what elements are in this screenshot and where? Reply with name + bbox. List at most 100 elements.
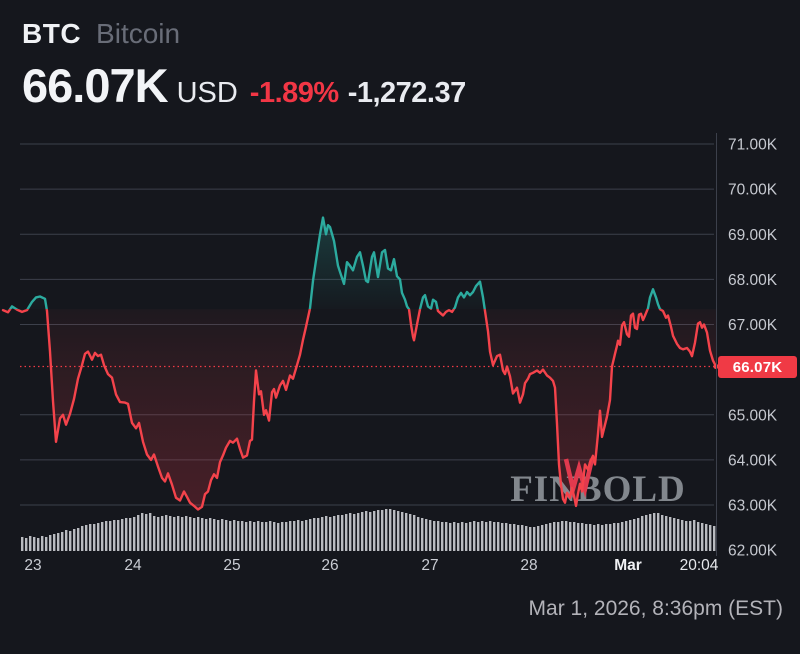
- volume-bar: [329, 517, 332, 551]
- volume-bar: [65, 530, 68, 551]
- volume-bar: [501, 523, 504, 551]
- y-axis-labels[interactable]: 71.00K 70.00K 69.00K 68.00K 67.00K 65.00K 64.0…: [728, 137, 778, 560]
- volume-bar: [469, 522, 472, 551]
- y-axis-label-62.00K: 62.00K: [728, 543, 778, 560]
- volume-bar: [77, 528, 80, 551]
- volume-bar: [485, 522, 488, 551]
- y-axis-label-71.00K: 71.00K: [728, 137, 778, 154]
- volume-bar: [569, 522, 572, 551]
- volume-bar: [489, 521, 492, 551]
- volume-bar: [645, 515, 648, 551]
- y-axis-label-67.00K: 67.00K: [728, 317, 778, 334]
- volume-bar: [461, 522, 464, 551]
- volume-bar: [517, 525, 520, 551]
- area-fill-above-baseline: [10, 217, 660, 310]
- volume-bar: [177, 516, 180, 551]
- volume-bar: [481, 521, 484, 551]
- volume-bar: [221, 519, 224, 551]
- volume-bar: [429, 520, 432, 551]
- x-axis-label-27: 27: [421, 557, 438, 574]
- volume-bar: [317, 518, 320, 551]
- volume-bar: [325, 516, 328, 551]
- volume-bar: [613, 523, 616, 551]
- y-axis-label-69.00K: 69.00K: [728, 227, 778, 244]
- volume-bar: [249, 521, 252, 551]
- x-axis-label-23: 23: [24, 557, 41, 574]
- current-price: 66.07K: [22, 59, 169, 112]
- volume-bar: [41, 536, 44, 551]
- volume-bar: [661, 515, 664, 551]
- volume-bar: [273, 522, 276, 551]
- volume-bar: [241, 521, 244, 551]
- volume-bar: [549, 523, 552, 551]
- volume-bar: [265, 522, 268, 551]
- volume-bar: [669, 517, 672, 551]
- volume-bar: [685, 521, 688, 551]
- volume-bar: [633, 519, 636, 551]
- volume-bar: [545, 524, 548, 551]
- volume-bar: [385, 509, 388, 551]
- volume-bar: [597, 524, 600, 551]
- volume-bar: [389, 509, 392, 551]
- volume-bar: [33, 537, 36, 551]
- volume-bar: [57, 533, 60, 551]
- x-axis-label-25: 25: [223, 557, 240, 574]
- volume-bar: [289, 521, 292, 551]
- y-axis-label-65.00K: 65.00K: [728, 407, 778, 424]
- price-line-up-segments: [2, 216, 663, 310]
- volume-bar: [185, 516, 188, 551]
- volume-bar: [117, 520, 120, 551]
- volume-bar: [113, 520, 116, 551]
- volume-bar: [193, 518, 196, 551]
- volume-bar: [649, 514, 652, 551]
- volume-bar: [701, 523, 704, 551]
- volume-bar: [557, 522, 560, 551]
- volume-bar: [21, 537, 24, 551]
- volume-bar: [281, 522, 284, 551]
- volume-bar: [349, 513, 352, 551]
- volume-bar: [505, 523, 508, 551]
- volume-bar: [437, 521, 440, 551]
- volume-bar: [533, 527, 536, 551]
- volume-bar: [417, 517, 420, 551]
- volume-bar: [309, 519, 312, 551]
- volume-bar: [585, 524, 588, 551]
- volume-bar: [665, 516, 668, 551]
- y-axis-label-68.00K: 68.00K: [728, 272, 778, 289]
- x-axis-labels[interactable]: 23 24 25 26 27 28 Mar 20:04: [24, 557, 718, 574]
- volume-bar: [541, 525, 544, 551]
- volume-bar: [73, 529, 76, 551]
- volume-bar: [433, 521, 436, 551]
- volume-bar: [173, 517, 176, 551]
- volume-bar: [89, 524, 92, 551]
- volume-bar: [313, 518, 316, 551]
- price-line-down-segments: [1, 309, 718, 511]
- coin-name: Bitcoin: [96, 18, 181, 49]
- volume-bar: [681, 520, 684, 551]
- volume-bar: [553, 522, 556, 551]
- volume-bar: [97, 523, 100, 551]
- volume-bar: [393, 510, 396, 551]
- volume-bar: [441, 522, 444, 551]
- volume-bar: [617, 523, 620, 551]
- volume-bar: [581, 523, 584, 551]
- volume-bar: [29, 536, 32, 551]
- volume-bar: [137, 515, 140, 551]
- volume-bar: [165, 515, 168, 551]
- volume-bar: [565, 521, 568, 551]
- volume-bar: [677, 519, 680, 551]
- finbold-watermark: FINBOLD: [510, 458, 685, 510]
- volume-bar: [465, 523, 468, 551]
- volume-bar: [421, 518, 424, 551]
- volume-bar: [261, 522, 264, 551]
- x-axis-label-20:04: 20:04: [680, 557, 719, 574]
- price-change-percent: -1.89%: [249, 77, 339, 109]
- volume-bar: [365, 511, 368, 551]
- volume-bar: [601, 525, 604, 551]
- volume-bar: [361, 512, 364, 551]
- volume-bar: [253, 522, 256, 551]
- volume-bar: [93, 524, 96, 551]
- timestamp: Mar 1, 2026, 8:36pm (EST): [528, 597, 783, 620]
